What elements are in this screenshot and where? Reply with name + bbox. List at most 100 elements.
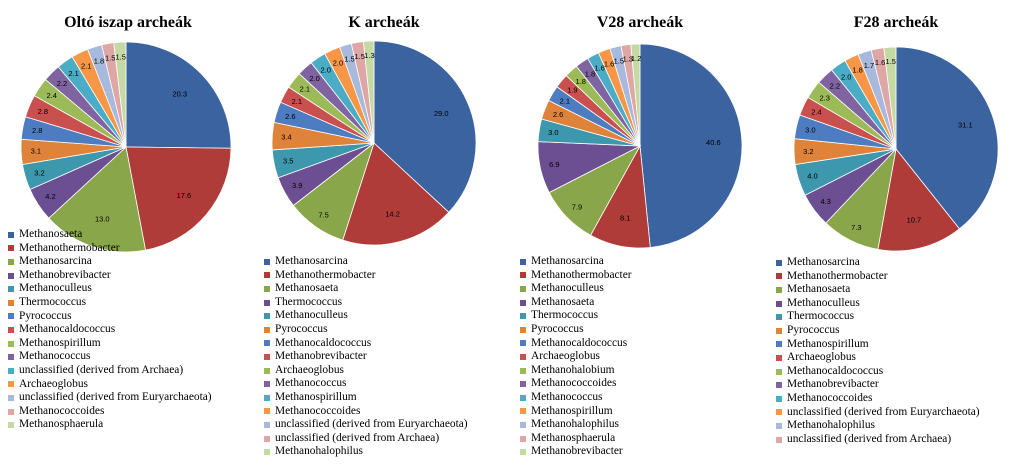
legend-swatch [776,436,782,443]
legend-label: Thermococcus [275,295,343,308]
legend-swatch [264,381,270,388]
legend-label: Pyrococcus [787,323,840,336]
legend-label: Pyrococcus [19,309,72,322]
legend-label: unclassified (derived from Archaea) [275,431,440,444]
legend-swatch [776,259,782,266]
slice-label: 1.6 [594,64,604,73]
legend-label: Methanosaeta [531,295,595,308]
slice-label: 1.3 [364,51,374,60]
chart-title: V28 archeák [596,14,684,31]
legend-label: Methanoculleus [19,282,92,295]
slice-label: 1.5 [886,57,896,66]
legend-item: Methanococcoides [520,377,632,391]
legend-item: Methanococcus [8,350,212,364]
slice-label: 3.0 [548,128,558,137]
legend-label: Methanocaldococcus [19,323,116,336]
slice-label: 2.0 [309,74,319,83]
legend-swatch [520,449,526,456]
slice-label: 17.6 [177,191,192,200]
legend-swatch [776,354,782,361]
legend-item: Methanoculleus [520,282,632,296]
slice-label: 1.7 [864,61,874,70]
legend-swatch [8,231,14,238]
legend-swatch [264,285,270,292]
pie-slice [630,43,641,147]
legend-swatch [8,394,14,401]
legend-label: Methanobrevibacter [531,445,623,458]
legend-label: unclassified (derived from Archaea) [19,363,184,376]
slice-label: 1.9 [567,86,577,95]
legend-swatch [776,341,782,348]
legend-item: Methanoculleus [8,282,212,296]
slice-label: 1.5 [344,54,354,63]
legend-item: Methanosphaerula [8,418,212,432]
legend-swatch [776,409,782,416]
slice-label: 4.0 [807,171,817,180]
legend-item: Methanosaeta [8,228,212,242]
legend-swatch [776,273,782,280]
legend-swatch [520,408,526,415]
legend-swatch [264,435,270,442]
legend-label: Methanosarcina [787,256,860,268]
slice-label: 1.5 [354,52,364,61]
legend-label: Methanospirillum [787,337,869,350]
legend-label: Methanohalobium [531,363,615,376]
legend-label: unclassified (derived from Archaea) [787,432,952,445]
slice-label: 7.9 [572,203,582,212]
legend-item: Thermococcus [520,309,632,323]
legend-item: Methanohalophilus [776,419,980,433]
slice-label: 2.3 [819,93,829,102]
legend-swatch [264,421,270,428]
pie-slice [877,148,961,252]
legend-swatch [776,395,782,402]
legend-label: Methanococcus [19,350,91,363]
slice-label: 2.1 [68,69,78,78]
legend-label: Methanococcus [275,377,347,390]
legend-swatch [8,340,14,347]
legend-item: Methanothermobacter [264,269,468,283]
legend-item: Thermococcus [776,310,980,324]
slice-label: 2.0 [333,59,343,68]
slice-label: 2.2 [57,79,67,88]
legend-label: Methanothermobacter [275,268,376,281]
pie-slice [639,43,743,248]
legend-item: Pyrococcus [264,323,468,337]
legend-swatch [264,353,270,360]
legend-swatch [776,286,782,293]
legend-label: Methanocaldococcus [531,336,628,349]
legend-label: unclassified (derived from Euryarchaeota… [787,405,980,418]
slice-label: 8.1 [620,213,630,222]
legend-swatch [776,422,782,429]
legend-item: Methanococcus [264,377,468,391]
legend-label: Methanothermobacter [531,268,632,281]
legend-swatch [520,394,526,401]
legend-swatch [520,340,526,347]
chart-title: F28 archeák [853,14,939,31]
legend-item: Thermococcus [264,296,468,310]
slice-label: 2.1 [81,61,91,70]
legend-label: Methanosphaerula [531,431,616,444]
slice-label: 1.3 [623,55,633,64]
legend-label: Pyrococcus [275,322,328,335]
pie-slice [125,146,232,251]
slice-label: 10.7 [907,216,922,225]
legend-swatch [8,245,14,252]
slice-label: 2.1 [292,97,302,106]
slice-label: 7.3 [851,223,861,232]
legend-label: Methanothermobacter [787,269,888,282]
legend-swatch [8,354,14,361]
slice-label: 1.2 [631,54,641,63]
legend-swatch [264,394,270,401]
legend-item: Methanohalobium [520,364,632,378]
legend-item: Archaeoglobus [8,378,212,392]
legend-item: Methanospirillum [776,338,980,352]
legend-swatch [8,367,14,374]
pie-slice [125,41,232,149]
slice-label: 1.5 [116,52,126,61]
legend-swatch [8,381,14,388]
legend-item: Methanosphaerula [520,432,632,446]
slice-label: 3.2 [34,169,44,178]
slice-label: 1.5 [105,54,115,63]
legend-item: unclassified (derived from Euryarchaeota… [776,406,980,420]
slice-label: 2.4 [46,91,56,100]
